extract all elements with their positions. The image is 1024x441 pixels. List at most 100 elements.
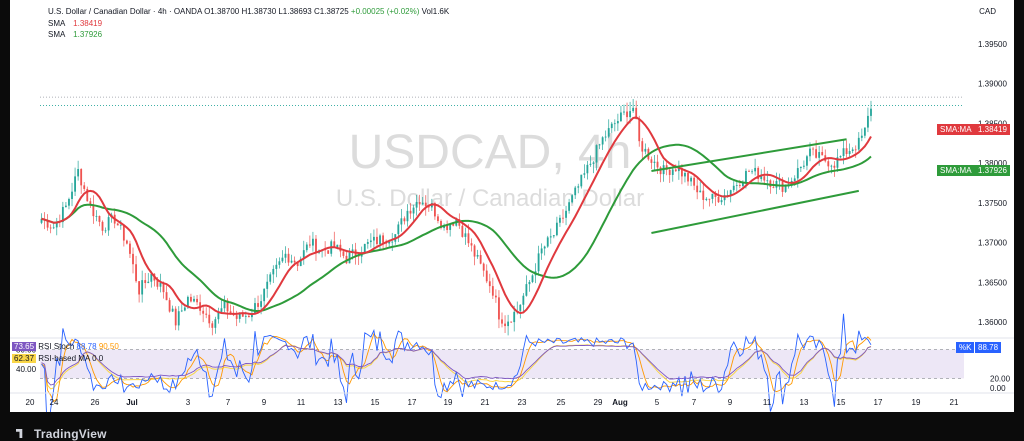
candle-body: [714, 193, 717, 197]
candle-body: [674, 169, 677, 172]
candle: [748, 169, 750, 172]
candle-body: [379, 235, 381, 245]
candle-body: [196, 298, 198, 303]
candle-body: [863, 127, 866, 136]
candle: [540, 243, 543, 260]
candle: [333, 231, 336, 248]
oscillator-legend-row1[interactable]: 73.65 RSI Stoch 88.78 90.50: [12, 342, 119, 351]
sma-fast-value: 1.38419: [73, 19, 103, 28]
candle: [870, 100, 872, 122]
candle: [308, 235, 311, 248]
candle: [711, 193, 714, 204]
candle: [696, 176, 699, 200]
candle: [863, 127, 866, 139]
candle: [71, 182, 73, 207]
oscillator-legend-row2[interactable]: 62.37 RSI-based MA 0 0: [12, 354, 103, 363]
candle: [80, 168, 83, 194]
candle: [763, 166, 766, 186]
candle-body: [92, 204, 95, 217]
candle-body: [208, 314, 211, 324]
oscillator-tick-label: 0.00: [990, 384, 1006, 393]
candle-body: [476, 254, 479, 257]
x-tick-label: Aug: [612, 398, 628, 407]
candle: [510, 321, 513, 324]
candle: [501, 312, 503, 328]
candle-body: [732, 185, 735, 191]
x-tick-label: 25: [557, 398, 566, 407]
chart-canvas[interactable]: USDCAD, 4h U.S. Dollar / Canadian Dollar 1…: [10, 0, 1014, 412]
candle-body: [159, 282, 162, 287]
candle-body: [147, 281, 150, 284]
candle-body: [327, 250, 330, 254]
candle-body: [583, 173, 586, 175]
candle: [305, 242, 308, 253]
tradingview-icon: [16, 429, 23, 438]
sma-legend-fast[interactable]: SMA 1.38419: [48, 19, 102, 28]
candle-body: [156, 280, 159, 287]
candle-body: [812, 148, 814, 150]
candle-body: [815, 149, 818, 158]
candle-body: [473, 245, 476, 257]
candle: [193, 295, 195, 303]
candle-body: [501, 319, 503, 324]
candle-body: [571, 195, 574, 203]
candle-body: [604, 136, 607, 138]
candle: [202, 305, 205, 323]
candle-body: [202, 310, 205, 314]
candle-body: [116, 223, 119, 226]
candle: [778, 173, 781, 190]
candle: [92, 195, 95, 224]
candle: [574, 185, 577, 199]
candle-body: [546, 237, 549, 247]
sma-fast-price-tag: 1.38419: [975, 124, 1010, 135]
sma-legend-slow[interactable]: SMA 1.37926: [48, 30, 102, 39]
tradingview-logo[interactable]: TradingView: [16, 427, 107, 441]
candle-body: [717, 196, 720, 203]
candle: [449, 222, 452, 237]
candle-body: [552, 235, 555, 237]
candle: [519, 304, 522, 319]
candle: [854, 145, 857, 158]
candle: [528, 279, 531, 292]
candle: [751, 169, 753, 175]
candle: [601, 136, 604, 151]
candle-body: [513, 311, 516, 323]
candle: [369, 233, 372, 248]
x-tick-label: 5: [655, 398, 660, 407]
candle-body: [470, 243, 473, 246]
candle-body: [519, 304, 522, 311]
candle-body: [549, 236, 552, 238]
y-tick-label: 1.38500: [978, 119, 1007, 128]
candle: [702, 182, 705, 210]
candle: [290, 254, 293, 264]
candle-body: [757, 167, 760, 180]
candle: [802, 160, 805, 170]
candle-body: [467, 233, 470, 244]
candle-body: [769, 180, 772, 187]
candle-body: [830, 165, 833, 167]
candle-body: [171, 308, 174, 312]
candle-body: [796, 168, 799, 179]
candle-body: [559, 217, 561, 223]
rsi-based-badge: 62.37: [12, 354, 37, 363]
candle: [644, 143, 647, 155]
candle-body: [842, 148, 845, 156]
candle-body: [305, 244, 308, 251]
sma-slow-value: 1.37926: [73, 30, 103, 39]
candle: [653, 154, 656, 171]
candle-body: [833, 165, 836, 168]
candle-body: [681, 168, 683, 177]
candle-body: [235, 315, 238, 319]
candle: [708, 198, 711, 207]
candle: [83, 182, 86, 192]
candle: [488, 273, 491, 293]
candle-body: [845, 148, 848, 154]
rsi-line: [41, 344, 872, 386]
price-change: +0.00025 (+0.02%): [350, 7, 420, 16]
candle-body: [479, 254, 482, 264]
candle: [568, 198, 571, 214]
candle-body: [251, 313, 253, 318]
currency-label[interactable]: CAD: [979, 7, 996, 16]
volume-value: Vol1.6K: [421, 7, 450, 16]
chart-frame[interactable]: USDCAD, 4h U.S. Dollar / Canadian Dollar 1…: [10, 0, 1014, 412]
